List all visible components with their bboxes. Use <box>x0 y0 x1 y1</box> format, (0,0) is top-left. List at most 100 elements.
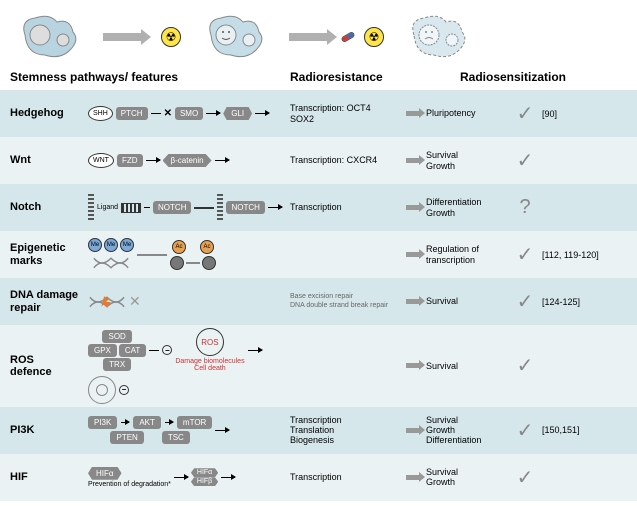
wnt-node: WNT <box>88 153 114 168</box>
outcome: Transcription <box>290 472 400 482</box>
rr-arrow <box>400 363 426 368</box>
tsc-node: TSC <box>162 431 190 444</box>
row-label: Epigenetic marks <box>10 242 88 266</box>
row-pi3k: PI3K PI3K AKT mTOR PTEN TSC Transcriptio… <box>0 407 637 454</box>
hifa-node-2: HIFα <box>191 468 218 477</box>
smo-node: SMO <box>175 107 203 120</box>
arrow-stage-2 <box>276 29 341 45</box>
wnt-diagram: WNT FZD β-catenin <box>88 153 290 168</box>
row-label: ROS defence <box>10 354 88 378</box>
outcome: Base excision repair DNA double strand b… <box>290 293 400 309</box>
sens-check-icon: ✓ <box>508 101 542 126</box>
row-notch: Notch Ligand NOTCH NOTCH Transcription D… <box>0 184 637 231</box>
top-illustration: ☢ ☢ <box>0 0 637 70</box>
hedgehog-diagram: SHH PTCH ✕ SMO GLI <box>88 106 290 121</box>
refs: [112, 119-120] <box>542 250 612 260</box>
notch-diagram: Ligand NOTCH NOTCH <box>88 194 290 222</box>
nucleosome-icon <box>170 256 184 270</box>
ligand-label: Ligand <box>97 204 118 211</box>
sens-check-icon: ✓ <box>508 418 542 443</box>
me-icon: Me <box>104 238 118 252</box>
shh-node: SHH <box>88 106 113 121</box>
tools-icon: ✕ <box>129 293 141 310</box>
bcat-node: β-catenin <box>163 154 212 167</box>
hif-note: Prevention of degradation* <box>88 481 171 488</box>
rr-arrow <box>400 428 426 433</box>
rr-arrow <box>400 475 426 480</box>
row-label: PI3K <box>10 424 88 436</box>
rr-arrow <box>400 158 426 163</box>
pten-node: PTEN <box>110 431 143 444</box>
minus-icon: − <box>162 345 172 355</box>
row-hif: HIF HIFα Prevention of degradation* HIFα… <box>0 454 637 501</box>
rr-arrow <box>400 205 426 210</box>
dna-icon <box>88 293 126 311</box>
inhibit-mark: ✕ <box>164 108 172 119</box>
hif-diagram: HIFα Prevention of degradation* HIFα HIF… <box>88 467 290 488</box>
outcome: Transcription: OCT4 SOX2 <box>290 103 400 124</box>
effect: Regulation of transcription <box>426 244 508 265</box>
effect: Survival <box>426 296 508 306</box>
row-label: HIF <box>10 471 88 483</box>
cat-node: CAT <box>119 344 146 357</box>
column-headers: Stemness pathways/ features Radioresista… <box>0 70 637 90</box>
mtor-node: mTOR <box>177 416 212 429</box>
notch-node: NOTCH <box>153 201 191 214</box>
row-ros: ROS defence SOD GPX CAT TRX − ROS Damage… <box>0 325 637 407</box>
ros-diagram: SOD GPX CAT TRX − ROS Damage biomolecule… <box>88 328 290 404</box>
sens-check-icon: ✓ <box>508 353 542 378</box>
effect: Survival Growth <box>426 150 508 171</box>
effect: Pluripotency <box>426 108 508 118</box>
me-icon: Me <box>88 238 102 252</box>
cells-stage-3 <box>404 10 479 65</box>
dna-damage-diagram: ✕ <box>88 293 290 311</box>
akt-node: AKT <box>133 416 161 429</box>
notch-node-2: NOTCH <box>226 201 264 214</box>
row-label: Wnt <box>10 154 88 166</box>
header-radioresistance: Radioresistance <box>290 70 460 84</box>
rr-arrow <box>400 111 426 116</box>
cells-stage-1 <box>15 10 90 65</box>
sens-check-icon: ✓ <box>508 465 542 490</box>
refs: [90] <box>542 109 612 119</box>
pi3k-diagram: PI3K AKT mTOR PTEN TSC <box>88 416 290 444</box>
sens-check-icon: ✓ <box>508 289 542 314</box>
ac-icon: Ac <box>172 240 186 254</box>
header-stemness: Stemness pathways/ features <box>10 70 290 84</box>
gpx-node: GPX <box>88 344 117 357</box>
outcome: Transcription <box>290 202 400 212</box>
cells-stage-2 <box>201 10 276 65</box>
row-label: DNA damage repair <box>10 289 88 313</box>
hifa-node: HIFα <box>88 467 122 480</box>
outcome: Transcription: CXCR4 <box>290 155 400 165</box>
outcome: Transcription Translation Biogenesis <box>290 415 400 446</box>
refs: [150,151] <box>542 425 612 435</box>
sens-check-icon: ✓ <box>508 242 542 267</box>
row-dna-damage: DNA damage repair ✕ Base excision repair… <box>0 278 637 325</box>
dna-icon <box>92 254 130 272</box>
me-icon: Me <box>120 238 134 252</box>
refs: [124-125] <box>542 297 612 307</box>
arrow-stage-1 <box>90 29 155 45</box>
ptch-node: PTCH <box>116 107 148 120</box>
sens-question-icon: ? <box>508 196 542 219</box>
row-label: Hedgehog <box>10 107 88 119</box>
effect: Survival <box>426 361 508 371</box>
hifb-node: HIFβ <box>191 477 218 486</box>
trx-node: TRX <box>103 358 131 371</box>
ros-node: ROS <box>196 328 224 356</box>
fzd-node: FZD <box>117 154 143 167</box>
minus-icon: − <box>119 385 129 395</box>
sod-node: SOD <box>102 330 131 343</box>
radiation-icon-1: ☢ <box>161 27 181 47</box>
rr-arrow <box>400 252 426 257</box>
header-radiosensitization: Radiosensitization <box>460 70 620 84</box>
effect: Differentiation Growth <box>426 197 508 218</box>
pi3k-node: PI3K <box>88 416 117 429</box>
radiation-icon-2: ☢ <box>364 27 384 47</box>
ros-red-text: Damage biomolecules Cell death <box>175 358 244 373</box>
effect: Survival Growth <box>426 467 508 488</box>
row-hedgehog: Hedgehog SHH PTCH ✕ SMO GLI Transcriptio… <box>0 90 637 137</box>
effect: Survival Growth Differentiation <box>426 415 508 446</box>
nucleosome-icon <box>202 256 216 270</box>
